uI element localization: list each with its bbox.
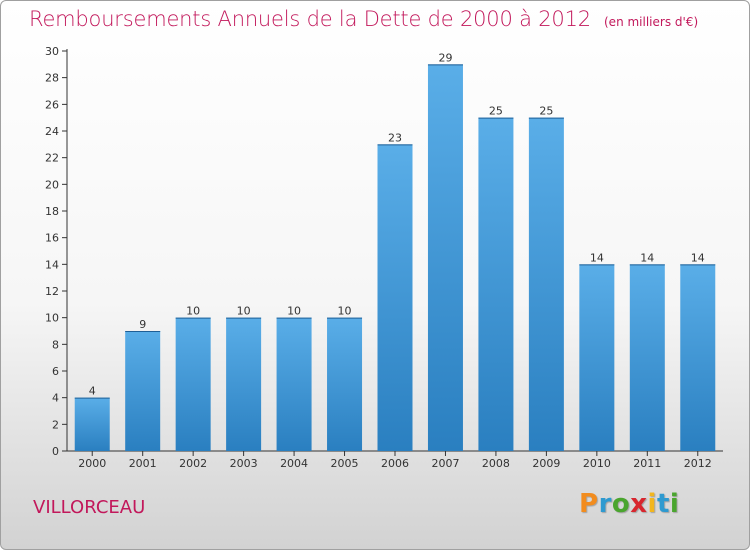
x-tick-label: 2006 bbox=[381, 457, 409, 470]
y-tick-label: 12 bbox=[45, 285, 59, 298]
bar-value-label: 29 bbox=[438, 51, 452, 64]
x-tick-label: 2002 bbox=[179, 457, 207, 470]
y-tick-label: 4 bbox=[52, 392, 59, 405]
bar-value-label: 10 bbox=[186, 305, 200, 318]
y-tick-label: 22 bbox=[45, 152, 59, 165]
bar-value-label: 25 bbox=[539, 105, 553, 118]
logo-letter: P bbox=[579, 489, 599, 519]
y-tick-label: 6 bbox=[52, 365, 59, 378]
y-tick-label: 20 bbox=[45, 178, 59, 191]
x-tick-label: 2001 bbox=[129, 457, 157, 470]
x-tick-label: 2011 bbox=[633, 457, 661, 470]
logo-letter: i bbox=[669, 489, 680, 519]
bar-value-label: 14 bbox=[640, 251, 654, 264]
bar-value-label: 9 bbox=[139, 318, 146, 331]
y-tick-label: 24 bbox=[45, 125, 59, 138]
x-tick-label: 2009 bbox=[532, 457, 560, 470]
x-tick-label: 2012 bbox=[684, 457, 712, 470]
bar bbox=[579, 264, 615, 451]
y-tick-label: 28 bbox=[45, 72, 59, 85]
y-tick-label: 0 bbox=[52, 445, 59, 458]
title-main: Remboursements Annuels de la Dette de 20… bbox=[29, 7, 591, 31]
y-tick-label: 26 bbox=[45, 98, 59, 111]
bar bbox=[327, 317, 363, 451]
logo-letter: o bbox=[611, 489, 631, 519]
x-axis: 2000 2001 2002 2003 2004 2005 2006 2007 2008 2009… bbox=[67, 450, 723, 470]
y-tick-label: 16 bbox=[45, 232, 59, 245]
bar bbox=[427, 64, 463, 452]
bar-value-label: 25 bbox=[489, 105, 503, 118]
bar bbox=[680, 264, 716, 451]
bar-value-label: 10 bbox=[287, 305, 301, 318]
y-tick-label: 2 bbox=[52, 418, 59, 431]
bar bbox=[74, 397, 110, 451]
bar-value-label: 14 bbox=[590, 251, 604, 264]
logo-letter: t bbox=[656, 489, 670, 519]
bars: 4 9 10 10 10 10 23 29 25 25 14 14 14 bbox=[74, 51, 716, 452]
bar-value-label: 10 bbox=[338, 305, 352, 318]
bar-value-label: 4 bbox=[89, 385, 96, 398]
y-tick-label: 14 bbox=[45, 258, 59, 271]
logo-letter: x bbox=[630, 489, 648, 519]
bar-value-label: 14 bbox=[691, 251, 705, 264]
bar bbox=[226, 317, 262, 451]
x-tick-label: 2010 bbox=[583, 457, 611, 470]
x-tick-label: 2007 bbox=[431, 457, 459, 470]
bar bbox=[377, 144, 413, 452]
y-tick-label: 30 bbox=[45, 45, 59, 58]
bar-value-label: 23 bbox=[388, 131, 402, 144]
bar bbox=[175, 317, 211, 451]
x-tick-label: 2000 bbox=[78, 457, 106, 470]
bar bbox=[125, 331, 161, 451]
bar bbox=[276, 317, 312, 451]
bar bbox=[478, 117, 514, 452]
y-tick-label: 8 bbox=[52, 338, 59, 351]
y-tick-label: 18 bbox=[45, 205, 59, 218]
title-unit: (en milliers d'€) bbox=[604, 15, 699, 29]
bar bbox=[629, 264, 665, 451]
commune-name: VILLORCEAU bbox=[33, 497, 146, 518]
x-tick-label: 2003 bbox=[230, 457, 258, 470]
x-tick-label: 2004 bbox=[280, 457, 308, 470]
logo-letter: i bbox=[647, 489, 657, 519]
x-tick-label: 2005 bbox=[331, 457, 359, 470]
bar bbox=[528, 117, 564, 452]
y-tick-label: 10 bbox=[45, 312, 59, 325]
x-tick-label: 2008 bbox=[482, 457, 510, 470]
bar-value-label: 10 bbox=[237, 305, 251, 318]
logo-letter: r bbox=[598, 489, 612, 519]
chart-title: Remboursements Annuels de la Dette de 20… bbox=[29, 7, 698, 31]
proxiti-logo: Proxiti bbox=[579, 489, 679, 519]
